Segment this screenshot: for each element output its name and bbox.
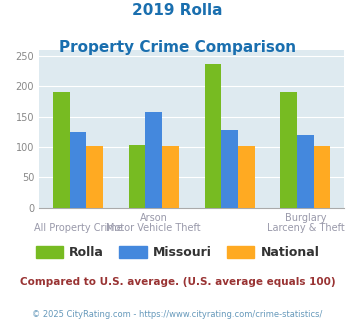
Text: Compared to U.S. average. (U.S. average equals 100): Compared to U.S. average. (U.S. average … <box>20 277 335 287</box>
Text: Burglary: Burglary <box>285 213 326 223</box>
Bar <box>280 91 297 208</box>
Text: © 2025 CityRating.com - https://www.cityrating.com/crime-statistics/: © 2025 CityRating.com - https://www.city… <box>32 310 323 319</box>
Bar <box>53 92 70 208</box>
Bar <box>70 132 86 208</box>
Bar <box>86 147 103 208</box>
Bar <box>162 147 179 208</box>
Text: All Property Crime: All Property Crime <box>34 223 122 233</box>
Text: Arson: Arson <box>140 213 168 223</box>
Text: Property Crime Comparison: Property Crime Comparison <box>59 40 296 54</box>
Bar <box>129 145 146 208</box>
Bar <box>297 135 314 208</box>
Bar <box>238 147 255 208</box>
Bar <box>204 64 221 208</box>
Text: 2019 Rolla: 2019 Rolla <box>132 3 223 18</box>
Text: Larceny & Theft: Larceny & Theft <box>267 223 344 233</box>
Legend: Rolla, Missouri, National: Rolla, Missouri, National <box>31 241 324 264</box>
Bar <box>146 112 162 208</box>
Bar <box>314 147 331 208</box>
Text: Motor Vehicle Theft: Motor Vehicle Theft <box>106 223 201 233</box>
Bar <box>221 130 238 208</box>
